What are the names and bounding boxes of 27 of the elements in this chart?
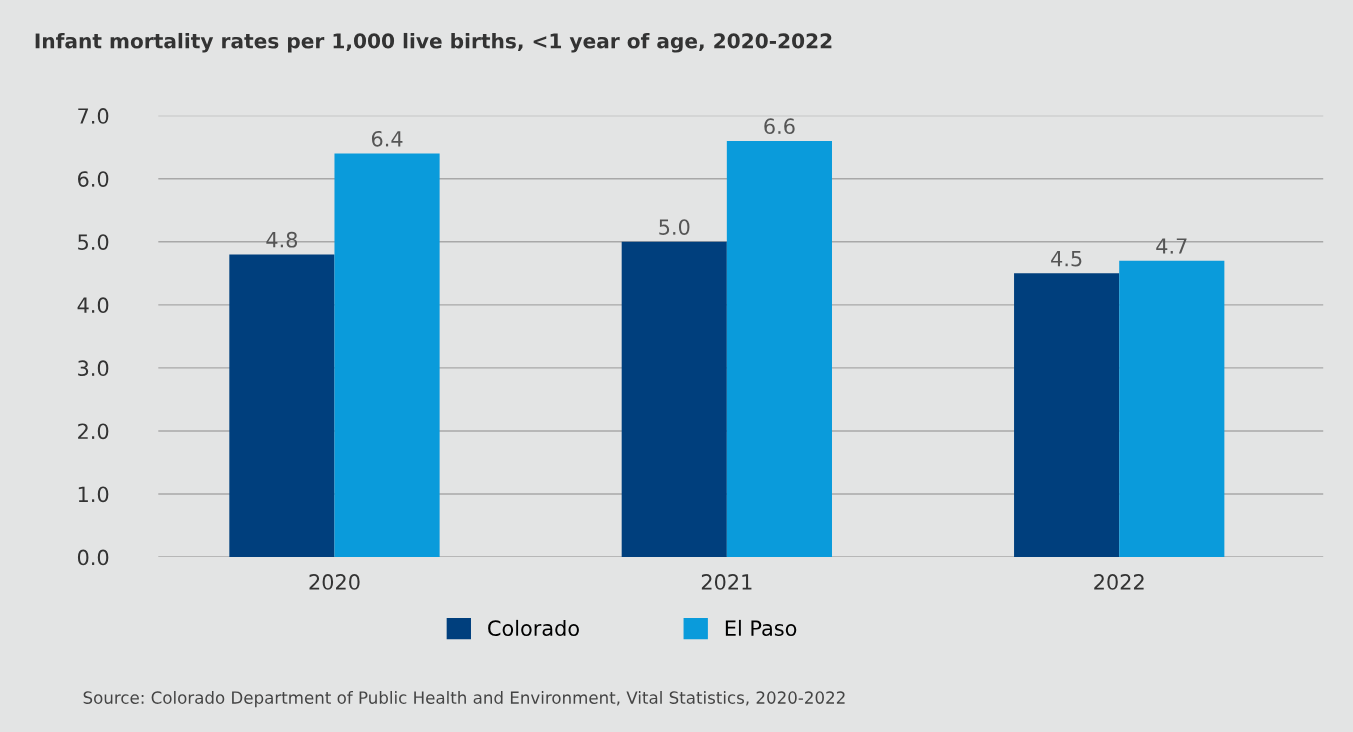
legend-label: El Paso xyxy=(725,619,797,637)
data-label: 4.5 xyxy=(1051,251,1082,267)
bar xyxy=(726,140,832,558)
x-tick-label: 2021 xyxy=(701,574,752,590)
text: 1.0 xyxy=(78,486,109,503)
source-note: Source: Colorado Department of Public Health and Environment, Vital Statistics, 2020-2022 xyxy=(83,690,845,708)
legend-label: Colorado xyxy=(488,619,579,637)
data-label: 4.7 xyxy=(1156,238,1187,254)
data-label: 5.0 xyxy=(659,219,690,235)
text: 6.0 xyxy=(78,171,109,187)
text: 3.0 xyxy=(78,360,109,377)
bar xyxy=(334,153,440,558)
text: 0.0 xyxy=(77,549,109,566)
x-tick-label: 2020 xyxy=(309,574,360,590)
x-tick-label: 2022 xyxy=(1094,574,1144,590)
data-label: 6.6 xyxy=(764,118,795,135)
data-label: 6.4 xyxy=(371,130,403,147)
text: 5.0 xyxy=(78,234,109,250)
bar xyxy=(229,254,335,558)
bar xyxy=(621,241,727,558)
text: 7.0 xyxy=(78,108,109,124)
data-label: 4.8 xyxy=(266,231,298,248)
bar xyxy=(1014,273,1120,558)
bar xyxy=(1119,260,1225,558)
text: 4.0 xyxy=(77,297,109,314)
text: 2.0 xyxy=(78,423,109,440)
chart-title: Infant mortality rates per 1,000 live births, <1 year of age, 2020-2022 xyxy=(35,32,832,53)
